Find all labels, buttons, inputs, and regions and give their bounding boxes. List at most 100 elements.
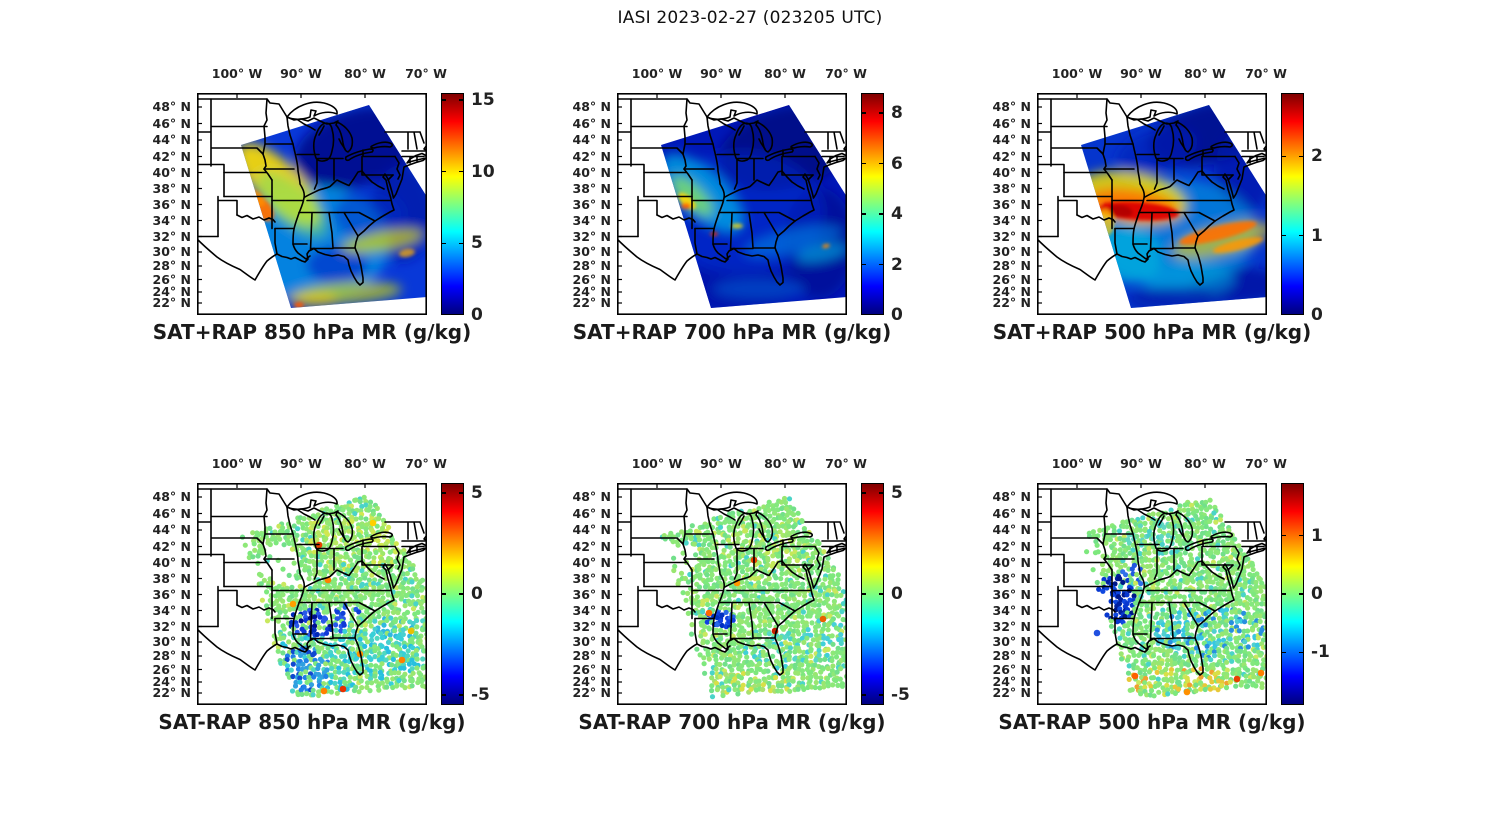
colorbar-tick-label: 0 <box>891 584 903 604</box>
lon-tick-label: 100° W <box>1051 66 1103 81</box>
lat-tick-label: 38° N <box>152 570 191 586</box>
lon-tick-label: 100° W <box>211 456 263 471</box>
colorbar-tick <box>862 694 866 696</box>
panel-title: SAT+RAP 500 hPa MR (g/kg) <box>992 320 1312 344</box>
colorbar-tick-label: 0 <box>1311 584 1323 604</box>
lat-tick-label: 34° N <box>572 212 611 228</box>
colorbar-tick <box>862 593 866 595</box>
lat-tick-label: 28° N <box>152 258 191 273</box>
colorbar-tick-label: 10 <box>471 161 495 182</box>
lat-tick-label: 38° N <box>992 570 1031 586</box>
lat-tick-label: 22° N <box>572 685 611 700</box>
lon-tick-label: 90° W <box>700 66 742 81</box>
lat-tick-label: 32° N <box>992 618 1031 634</box>
lat-tick-label: 24° N <box>992 674 1031 689</box>
colorbar-tick-label: 8 <box>891 103 903 124</box>
lat-tick-label: 42° N <box>572 148 611 164</box>
colorbar <box>1281 93 1304 315</box>
difference-scatter-map <box>197 483 427 705</box>
lat-tick-label: 36° N <box>992 586 1031 602</box>
lat-tick-label: 30° N <box>572 244 611 259</box>
lat-tick-label: 28° N <box>572 648 611 663</box>
colorbar-tick <box>879 492 883 494</box>
colorbar <box>861 483 884 705</box>
lon-tick-label: 100° W <box>631 456 683 471</box>
lat-tick-label: 46° N <box>152 115 191 131</box>
lat-tick-label: 48° N <box>992 99 1031 114</box>
map-frame <box>197 483 427 705</box>
lat-tick-label: 42° N <box>992 148 1031 164</box>
lat-tick-label: 38° N <box>152 180 191 196</box>
lat-tick-label: 36° N <box>152 196 191 212</box>
colorbar-tick <box>442 593 446 595</box>
lat-tick-label: 44° N <box>152 132 191 147</box>
colorbar-tick <box>459 171 463 173</box>
lon-tick-label: 100° W <box>631 66 683 81</box>
difference-dots-layer <box>659 495 847 700</box>
lat-tick-label: 24° N <box>152 674 191 689</box>
colorbar-tick <box>459 492 463 494</box>
lat-tick-label: 34° N <box>992 212 1031 228</box>
panel-sat-plus-rap-850: 100° W 90° W 80° W 70° W 48° N 46° N 44° N 42° … <box>141 59 541 359</box>
lat-tick-label: 42° N <box>152 538 191 554</box>
colorbar-tick <box>442 171 446 173</box>
lon-tick-label: 70° W <box>1245 456 1287 471</box>
colorbar-tick <box>1299 155 1303 158</box>
lat-tick-label: 44° N <box>572 522 611 537</box>
lat-tick-label: 28° N <box>572 258 611 273</box>
difference-scatter-map <box>1037 483 1267 705</box>
colorbar-tick-label: 4 <box>891 204 903 225</box>
panel-sat-minus-rap-850: 100° W 90° W 80° W 70° W 48° N 46° N 44° N 42° … <box>141 449 541 749</box>
colorbar-tick-label: -5 <box>891 684 910 705</box>
colorbar-tick <box>442 99 446 101</box>
colorbar-tick <box>879 593 883 595</box>
lat-tick-label: 26° N <box>572 661 611 677</box>
difference-dots-layer <box>1084 497 1267 699</box>
lat-tick-label: 22° N <box>152 295 191 310</box>
lat-tick-label: 28° N <box>152 648 191 663</box>
colorbar-tick-label: 1 <box>1311 225 1323 246</box>
colorbar <box>441 483 464 705</box>
colorbar-tick-label: 0 <box>1311 305 1323 325</box>
lat-tick-label: 22° N <box>572 295 611 310</box>
colorbar-tick-label: 1 <box>1311 525 1323 546</box>
lat-tick-label: 48° N <box>152 99 191 114</box>
lon-tick-label: 90° W <box>280 66 322 81</box>
lon-tick-label: 90° W <box>280 456 322 471</box>
lat-tick-label: 30° N <box>992 244 1031 259</box>
lat-tick-label: 40° N <box>152 554 191 570</box>
lat-tick-label: 26° N <box>572 271 611 287</box>
colorbar-tick-label: 2 <box>1311 146 1323 167</box>
lat-tick-label: 34° N <box>152 602 191 618</box>
lat-tick-label: 22° N <box>992 295 1031 310</box>
lon-tick-label: 70° W <box>405 456 447 471</box>
colorbar-tick-label: 5 <box>891 483 903 504</box>
map-frame <box>197 93 427 315</box>
lat-tick-label: 40° N <box>992 554 1031 570</box>
lat-tick-label: 30° N <box>992 634 1031 649</box>
difference-scatter-map <box>617 483 847 705</box>
lat-tick-label: 32° N <box>992 228 1031 244</box>
lon-tick-label: 70° W <box>405 66 447 81</box>
lat-tick-label: 40° N <box>572 554 611 570</box>
panel-title: SAT+RAP 850 hPa MR (g/kg) <box>152 320 472 344</box>
colorbar-tick <box>862 213 866 215</box>
lat-tick-label: 24° N <box>992 284 1031 299</box>
figure-title: IASI 2023-02-27 (023205 UTC) <box>617 8 883 28</box>
lat-tick-label: 44° N <box>152 522 191 537</box>
colorbar-tick-label: 0 <box>891 305 903 325</box>
colorbar-tick <box>459 242 463 245</box>
colorbar-tick <box>879 213 883 215</box>
colorbar-tick <box>862 162 866 165</box>
swath-heatmap-map <box>197 93 427 315</box>
lat-tick-label: 48° N <box>992 489 1031 504</box>
colorbar-tick-label: 0 <box>471 305 483 325</box>
lat-tick-label: 34° N <box>152 212 191 228</box>
lat-tick-label: 44° N <box>992 522 1031 537</box>
lat-tick-label: 28° N <box>992 258 1031 273</box>
colorbar-tick <box>862 492 866 494</box>
lat-tick-label: 46° N <box>992 505 1031 521</box>
lat-tick-label: 46° N <box>572 505 611 521</box>
lon-tick-label: 80° W <box>1184 456 1226 471</box>
